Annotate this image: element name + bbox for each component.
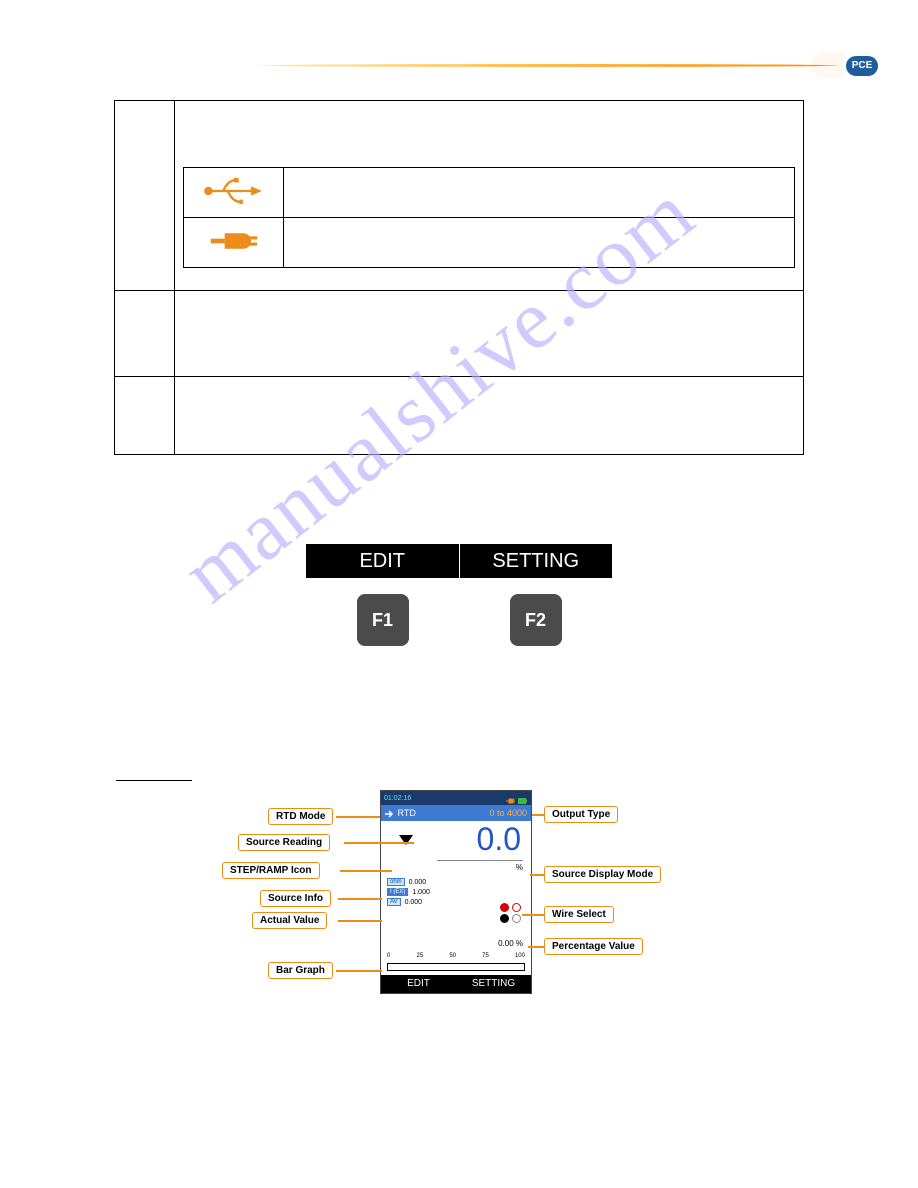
callout-step-ramp: STEP/RAMP Icon bbox=[222, 862, 320, 879]
header-swoosh-curve bbox=[258, 64, 838, 67]
callout-rtd-mode: RTD Mode bbox=[268, 808, 333, 825]
fn-label-edit: EDIT bbox=[306, 544, 459, 578]
scale-tick: 75 bbox=[482, 953, 489, 959]
callout-line bbox=[530, 874, 544, 876]
wire-dot bbox=[500, 903, 509, 912]
plug-icon-cell bbox=[184, 218, 284, 268]
source-reading-value: 0.0 bbox=[477, 821, 521, 858]
status-bar: 01:02:16 bbox=[381, 791, 531, 805]
callout-line bbox=[522, 914, 544, 916]
callout-line bbox=[344, 842, 414, 844]
rtd-diagram: 01:02:16 RTD 0 to 4000 0.0 % bbox=[192, 790, 754, 1010]
info-val-ex: 1.000 bbox=[412, 889, 430, 896]
brand-header: PCE bbox=[258, 50, 878, 80]
row-num-cell bbox=[115, 291, 175, 377]
table-row bbox=[115, 377, 804, 455]
info-row-ex: I (EX) 1.000 bbox=[387, 888, 525, 896]
callout-line bbox=[338, 920, 382, 922]
footer-edit: EDIT bbox=[381, 975, 456, 993]
callout-source-info: Source Info bbox=[260, 890, 331, 907]
f1-key[interactable]: F1 bbox=[357, 594, 409, 646]
scale-tick: 100 bbox=[515, 953, 525, 959]
mode-text: RTD bbox=[398, 808, 416, 818]
callout-line bbox=[528, 946, 544, 948]
pce-badge: PCE bbox=[846, 56, 878, 76]
battery-plug-icon bbox=[504, 793, 528, 811]
icon-subtable bbox=[183, 167, 795, 268]
row-body-cell bbox=[175, 377, 804, 455]
wire-dot bbox=[500, 914, 509, 923]
f2-key[interactable]: F2 bbox=[510, 594, 562, 646]
info-label-av: AV bbox=[387, 898, 401, 906]
usb-icon bbox=[203, 174, 265, 208]
function-label-bar: EDIT SETTING bbox=[306, 544, 612, 578]
callout-actual-value: Actual Value bbox=[252, 912, 327, 929]
status-time: 01:02:16 bbox=[384, 795, 411, 802]
table-row bbox=[184, 218, 795, 268]
info-val-ohm: 0.000 bbox=[409, 879, 427, 886]
callout-line bbox=[340, 870, 392, 872]
info-row-ohm: ohm 0.000 bbox=[387, 878, 525, 886]
table-row bbox=[115, 101, 804, 291]
wire-dot bbox=[512, 914, 521, 923]
wire-select-grid bbox=[500, 903, 521, 925]
reading-underline bbox=[437, 860, 523, 861]
info-table bbox=[114, 100, 804, 455]
callout-output-type: Output Type bbox=[544, 806, 618, 823]
wire-dot bbox=[512, 903, 521, 912]
screen-footer: EDIT SETTING bbox=[381, 975, 531, 993]
source-info-block: ohm 0.000 I (EX) 1.000 AV 0.000 bbox=[381, 875, 531, 906]
callout-line bbox=[532, 814, 544, 816]
callout-wire-select: Wire Select bbox=[544, 906, 614, 923]
callout-percentage-value: Percentage Value bbox=[544, 938, 643, 955]
scale-tick: 25 bbox=[416, 953, 423, 959]
row-num-cell bbox=[115, 377, 175, 455]
plug-label-cell bbox=[284, 218, 795, 268]
bargraph-scale: 0 25 50 75 100 bbox=[387, 953, 525, 959]
bar-graph bbox=[387, 963, 525, 971]
info-label-ohm: ohm bbox=[387, 878, 405, 886]
step-ramp-icon bbox=[399, 835, 413, 845]
percentage-value: 0.00 % bbox=[498, 939, 523, 948]
device-screen: 01:02:16 RTD 0 to 4000 0.0 % bbox=[380, 790, 532, 994]
underline-mark bbox=[116, 780, 192, 781]
scale-tick: 50 bbox=[449, 953, 456, 959]
callout-line bbox=[336, 816, 380, 818]
row-body-cell bbox=[175, 291, 804, 377]
callout-source-display-mode: Source Display Mode bbox=[544, 866, 661, 883]
callout-bar-graph: Bar Graph bbox=[268, 962, 333, 979]
row-body-cell bbox=[175, 101, 804, 291]
table-row bbox=[184, 168, 795, 218]
info-label-ex: I (EX) bbox=[387, 888, 408, 896]
mode-arrow-label: RTD bbox=[385, 808, 416, 818]
row-num-cell bbox=[115, 101, 175, 291]
scale-tick: 0 bbox=[387, 953, 390, 959]
info-val-av: 0.000 bbox=[405, 899, 423, 906]
usb-label-cell bbox=[284, 168, 795, 218]
fn-label-setting: SETTING bbox=[460, 544, 613, 578]
callout-line bbox=[336, 970, 382, 972]
callout-source-reading: Source Reading bbox=[238, 834, 330, 851]
callout-line bbox=[338, 898, 382, 900]
plug-icon bbox=[203, 224, 265, 258]
footer-setting: SETTING bbox=[456, 975, 531, 993]
function-key-row: F1 F2 bbox=[306, 594, 612, 646]
table-row bbox=[115, 291, 804, 377]
usb-icon-cell bbox=[184, 168, 284, 218]
